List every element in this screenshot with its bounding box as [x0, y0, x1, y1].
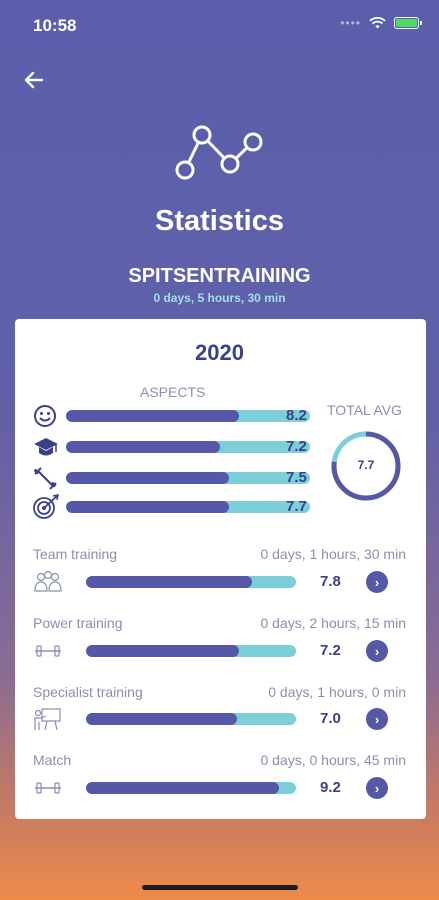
aspect-row: 7.5 — [32, 465, 322, 491]
training-score: 7.0 — [320, 710, 341, 727]
target-icon — [33, 494, 59, 519]
aspect-value: 7.2 — [286, 438, 307, 455]
total-avg-label: TOTAL AVG — [327, 402, 402, 418]
training-name: Specialist training — [33, 684, 143, 700]
battery-icon — [394, 17, 422, 29]
training-duration: 0 days, 1 hours, 30 min — [260, 546, 406, 562]
training-bar — [86, 645, 296, 657]
training-duration: 0 days, 2 hours, 15 min — [260, 615, 406, 631]
dumbbell-icon — [35, 645, 61, 657]
training-bar — [86, 576, 296, 588]
statistics-line-icon — [175, 125, 263, 180]
training-detail-button[interactable]: › — [366, 708, 388, 730]
signal-icon: •••• — [340, 16, 361, 30]
back-arrow-icon[interactable] — [22, 68, 46, 92]
training-score: 9.2 — [320, 779, 341, 796]
group-icon — [34, 570, 62, 592]
aspect-row: 8.2 — [32, 403, 322, 429]
training-duration: 0 days, 0 hours, 45 min — [260, 752, 406, 768]
dumbbell-icon — [35, 782, 61, 794]
graduation-cap-icon — [34, 438, 58, 456]
status-time: 10:58 — [33, 16, 77, 35]
status-icons: •••• — [340, 16, 422, 30]
training-name: Team training — [33, 546, 118, 562]
page-title: Statistics — [155, 205, 284, 237]
status-bar: 10:58 •••• — [0, 0, 439, 50]
program-duration: 0 days, 5 hours, 30 min — [153, 291, 286, 305]
training-bar — [86, 782, 296, 794]
aspects-label: ASPECTS — [140, 384, 206, 400]
training-detail-button[interactable]: › — [366, 777, 388, 799]
wifi-icon — [369, 17, 386, 29]
statistics-card — [15, 319, 426, 819]
total-avg-ring — [331, 431, 401, 501]
training-name: Power training — [33, 615, 123, 631]
aspect-value: 8.2 — [286, 407, 307, 424]
training-score: 7.8 — [320, 573, 341, 590]
aspect-value: 7.5 — [286, 469, 307, 486]
aspect-bar — [66, 410, 310, 422]
aspect-value: 7.7 — [286, 498, 307, 515]
aspect-bar — [66, 472, 310, 484]
training-duration: 0 days, 1 hours, 0 min — [268, 684, 406, 700]
aspect-row: 7.7 — [32, 494, 322, 520]
program-name: SPITSENTRAINING — [128, 265, 311, 287]
training-score: 7.2 — [320, 642, 341, 659]
presentation-icon — [34, 708, 61, 731]
total-avg-value: 7.7 — [357, 458, 375, 472]
aspect-bar — [66, 501, 310, 513]
aspect-bar — [66, 441, 310, 453]
year-label: 2020 — [195, 340, 244, 365]
training-name: Match — [33, 752, 72, 768]
training-detail-button[interactable]: › — [366, 640, 388, 662]
dumbbell-icon — [33, 467, 57, 490]
home-indicator[interactable] — [142, 885, 298, 890]
smiley-icon — [34, 405, 56, 427]
training-bar — [86, 713, 296, 725]
training-detail-button[interactable]: › — [366, 571, 388, 593]
aspect-row: 7.2 — [32, 434, 322, 460]
